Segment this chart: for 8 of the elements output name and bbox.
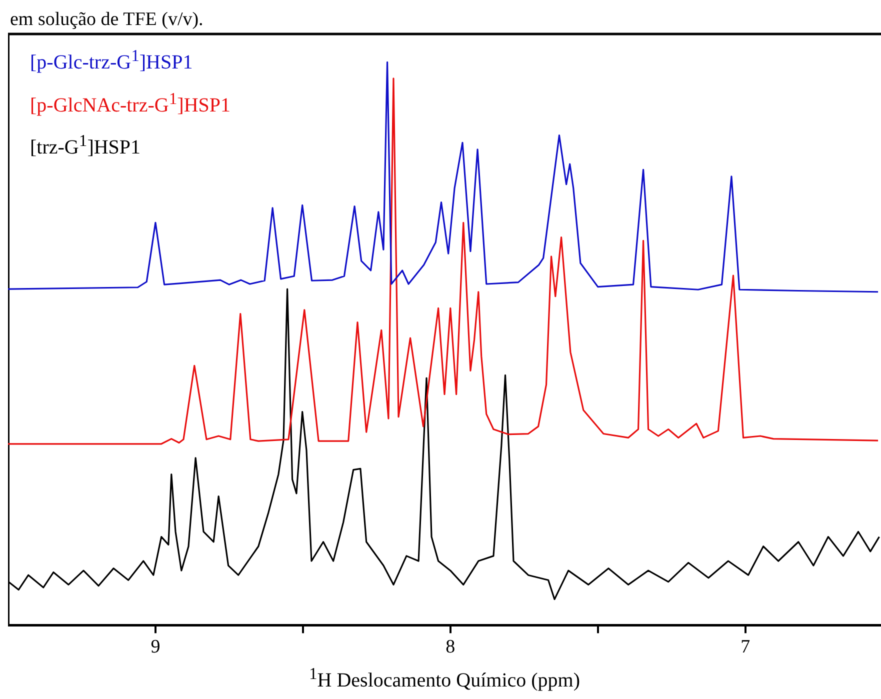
text: [trz-G$^{1}$]HSP1 xyxy=(30,130,142,161)
text: em solução de TFE (v/v). xyxy=(9,8,204,32)
x-tick-label: 7 xyxy=(740,636,750,658)
x-tick-label: 8 xyxy=(446,636,456,658)
x-tick-label: 9 xyxy=(150,636,160,658)
text: [p-GlcNAc-trz-G$^{1}$]HSP1 xyxy=(30,88,231,118)
x-axis-title: $^{1}$H Deslocamento Químico (ppm) xyxy=(308,664,582,693)
text: [p-Glc-trz-G$^{1}$]HSP1 xyxy=(30,45,194,76)
